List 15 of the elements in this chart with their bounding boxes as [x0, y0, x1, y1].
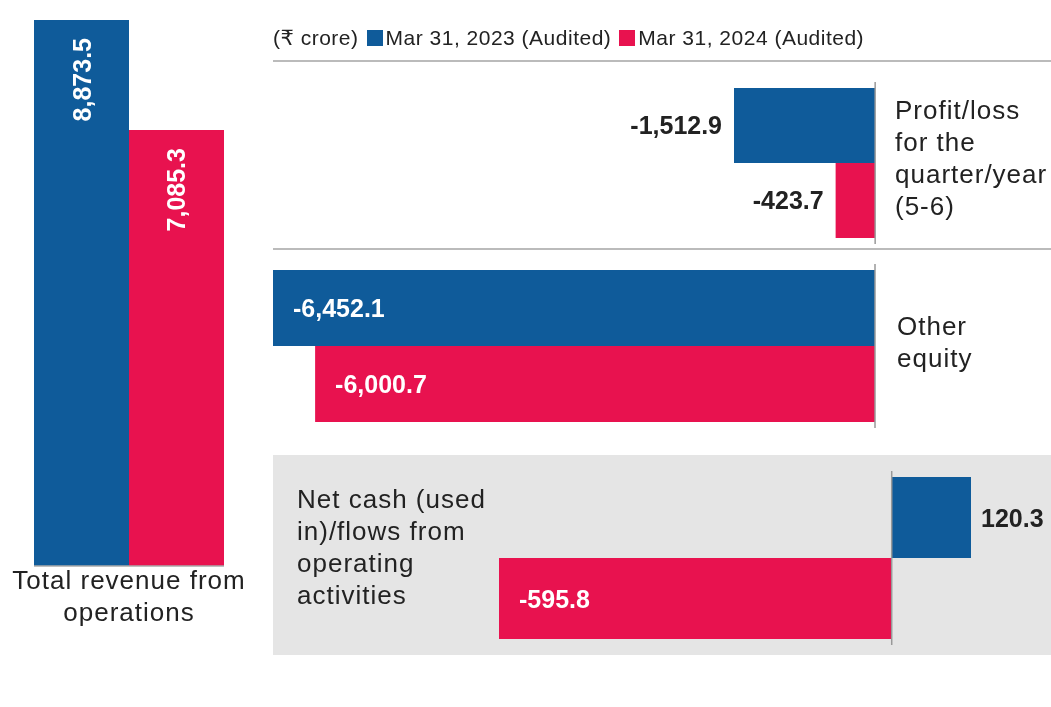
data-label: -423.7	[752, 186, 824, 215]
data-label: -6,000.7	[335, 370, 427, 398]
legend-title: (₹ crore)	[273, 26, 359, 50]
y-tick-label: Profit/loss for the quarter/year (5-6)	[895, 94, 1049, 222]
data-label: 8,873.5	[67, 37, 96, 122]
legend-label: Mar 31, 2024 (Audited)	[638, 26, 865, 50]
data-label: -1,512.9	[630, 111, 722, 140]
data-label: -595.8	[519, 584, 590, 613]
legend-label: Mar 31, 2023 (Audited)	[385, 26, 612, 50]
data-label: 120.3	[981, 503, 1044, 532]
data-label: -6,452.1	[293, 294, 385, 322]
x-tick-label: Total revenue from operations	[11, 564, 247, 628]
data-label: 7,085.3	[162, 148, 191, 232]
y-tick-label: Other equity	[897, 310, 974, 374]
y-tick-label: Net cash (used in)/flows from operating activities	[297, 483, 487, 611]
